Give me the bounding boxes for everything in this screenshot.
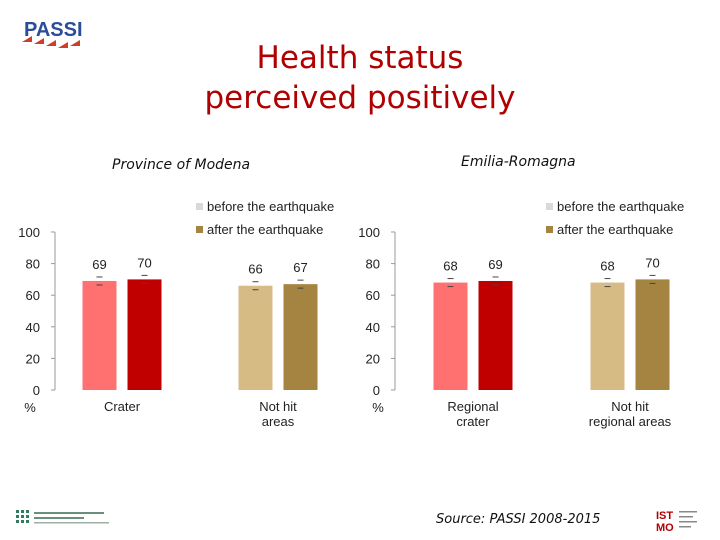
- chart-1-ylabel: %: [24, 400, 36, 415]
- chart-2-bar: [478, 280, 513, 390]
- regional-center-logo-graphic: [16, 510, 109, 524]
- chart-1-bar-value-label: 66: [248, 262, 262, 277]
- chart-1-bar: [238, 285, 273, 390]
- chart-2-legend-label: before the earthquake: [557, 199, 684, 214]
- chart-2-legend-swatch: [546, 226, 553, 233]
- chart-2-ytick-label: 100: [358, 225, 380, 240]
- chart-2-ytick-label: 40: [366, 320, 380, 335]
- title-line-1: Health status: [256, 40, 464, 76]
- chart-2-bar: [635, 279, 670, 390]
- chart-2-ytick-label: 20: [366, 351, 380, 366]
- chart-1-bar-value-label: 67: [293, 260, 307, 275]
- chart-2-ylabel: %: [372, 400, 384, 415]
- title-line-2: perceived positively: [204, 80, 516, 116]
- chart-2-category-label: crater: [456, 414, 490, 429]
- chart-2-bar-value-label: 68: [600, 259, 614, 274]
- chart-2-legend-label: after the earthquake: [557, 222, 673, 237]
- chart-1-legend-swatch: [196, 203, 203, 210]
- source-note: Source: PASSI 2008-2015: [436, 512, 601, 527]
- chart-1-category-label: Crater: [104, 399, 141, 414]
- istmo-logo: IST MO: [655, 508, 705, 534]
- svg-text:IST: IST: [656, 510, 673, 522]
- chart-2-bar-value-label: 70: [645, 255, 659, 270]
- chart-1-ytick-label: 0: [33, 383, 40, 398]
- chart-1-legend-swatch: [196, 226, 203, 233]
- chart-2-bar: [433, 282, 468, 390]
- chart-2-bar-value-label: 69: [488, 257, 502, 272]
- chart-2-category-label: Regional: [447, 399, 498, 414]
- chart-2-ytick-label: 0: [373, 383, 380, 398]
- chart-1-category-label: areas: [262, 414, 295, 429]
- chart-2-bar-value-label: 68: [443, 259, 457, 274]
- passi-logo: PASSI: [20, 14, 110, 54]
- svg-text:MO: MO: [656, 522, 674, 532]
- chart-1-legend-label: before the earthquake: [207, 199, 334, 214]
- chart-2-ytick-label: 80: [366, 257, 380, 272]
- chart-2-category-label: Not hit: [611, 399, 649, 414]
- page-title: Health status perceived positively: [0, 38, 720, 118]
- chart-1-bar-value-label: 70: [137, 255, 151, 270]
- chart-1-bar-value-label: 69: [92, 257, 106, 272]
- chart-1-ytick-label: 20: [26, 351, 40, 366]
- chart-1-bar: [283, 284, 318, 390]
- chart-1-category-label: Not hit: [259, 399, 297, 414]
- chart-2-bar: [590, 282, 625, 390]
- chart-1-ytick-label: 100: [18, 225, 40, 240]
- chart-2-legend-swatch: [546, 203, 553, 210]
- passi-logo-graphic: PASSI: [22, 19, 83, 48]
- chart-1-ytick-label: 80: [26, 257, 40, 272]
- logo-text: PASSI: [24, 19, 83, 41]
- chart-1-bar: [127, 279, 162, 390]
- regional-center-logo: [14, 508, 114, 530]
- chart-1-ytick-label: 60: [26, 288, 40, 303]
- chart-1-ytick-label: 40: [26, 320, 40, 335]
- chart-2-ytick-label: 60: [366, 288, 380, 303]
- chart-1-legend-label: after the earthquake: [207, 222, 323, 237]
- chart-1-bar: [82, 280, 117, 390]
- chart-1-title: Province of Modena: [112, 157, 251, 173]
- chart-2-category-label: regional areas: [589, 414, 672, 429]
- istmo-logo-graphic: IST MO: [656, 510, 697, 534]
- chart-2-title: Emilia-Romagna: [461, 154, 576, 170]
